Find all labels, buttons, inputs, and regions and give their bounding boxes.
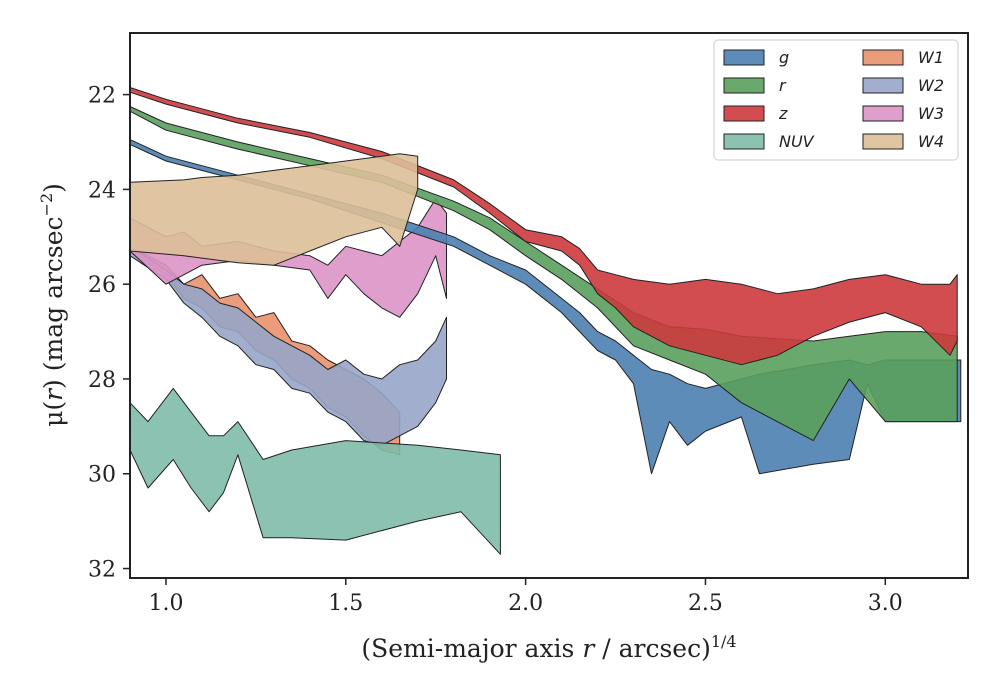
legend-box [713,39,959,161]
legend: grz NUV W1 W2 W3 W4 [713,39,959,161]
y-axis-ticks: 22 24 26 28 30 32 [88,84,130,583]
legend-swatch-g [723,49,765,66]
legend-label-nuv: NUV [779,132,815,151]
x-tick-label: 2.0 [508,591,543,616]
y-tick-label: 30 [88,463,116,488]
y-tick-label: 26 [88,273,116,298]
legend-label-r: r [779,76,787,95]
y-tick-label: 32 [88,558,116,583]
plot-frame [129,32,969,579]
x-tick-label: 1.0 [148,591,183,616]
chart-areas [129,87,962,555]
y-tick-label: 28 [88,368,116,393]
x-axis-label: (Semi-major axis r / arcsec)1/4 [361,632,736,663]
y-tick-label: 24 [88,178,116,203]
legend-swatch-w4 [862,133,904,150]
x-tick-label: 2.5 [688,591,723,616]
legend-swatch-w3 [862,105,904,122]
y-axis-label: μ(r) (mag arcsec−2) [37,183,68,427]
x-tick-label: 1.5 [328,591,363,616]
legend-label-w4: W4 [918,132,944,151]
legend-swatch-r [723,77,765,94]
legend-swatch-w1 [862,49,904,66]
legend-swatch-z [723,105,765,122]
legend-label-w2: W2 [918,76,944,95]
legend-label-w3: W3 [918,104,944,123]
legend-label-w1: W1 [918,48,944,67]
x-tick-label: 3.0 [868,591,903,616]
band-w2 [129,245,447,446]
legend-swatch-w2 [862,77,904,94]
legend-label-z: z [778,104,788,123]
band-z [129,87,958,366]
band-nuv [129,387,501,555]
legend-label-g: g [779,48,789,67]
legend-swatch-nuv [723,133,765,150]
y-tick-label: 22 [88,84,116,109]
band-w4 [129,153,419,266]
x-axis-ticks: 1.0 1.5 2.0 2.5 3.0 [148,578,903,616]
